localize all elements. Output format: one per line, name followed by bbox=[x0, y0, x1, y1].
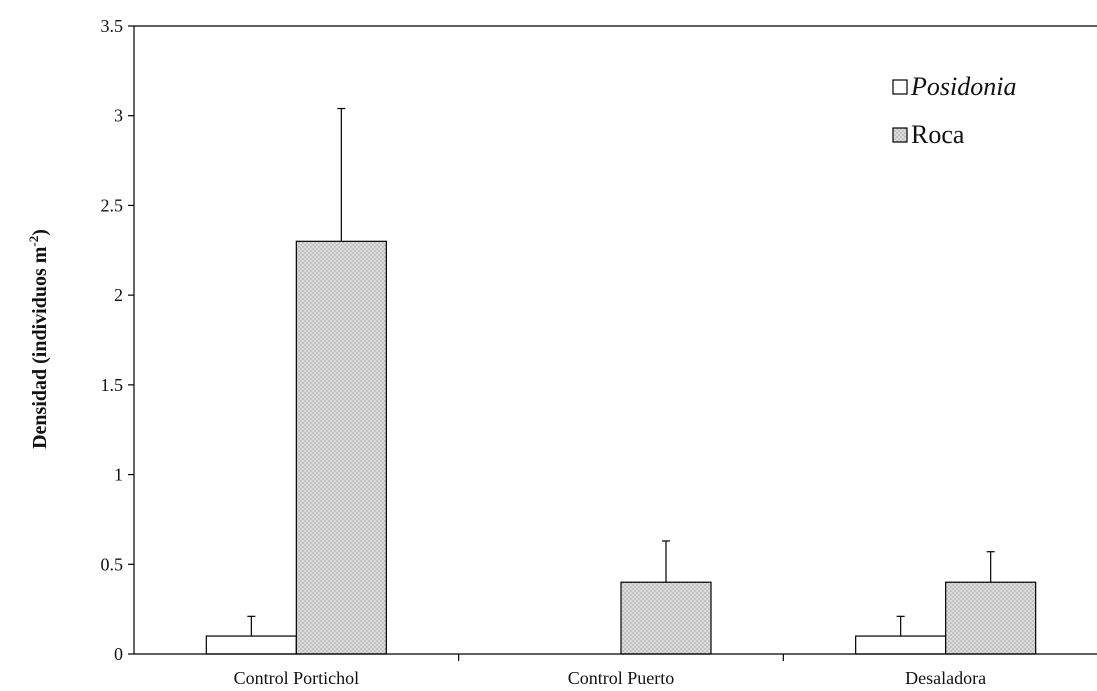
y-tick-label: 1.5 bbox=[101, 375, 124, 395]
error-bars bbox=[247, 107, 995, 637]
y-axis-label-text: Densidad (individuos m bbox=[29, 246, 51, 449]
bar-roca bbox=[620, 581, 712, 655]
x-axis-labels: Control Portichol Control Puerto Desalador… bbox=[234, 668, 987, 688]
bar-posidonia bbox=[205, 635, 297, 655]
legend-swatch-roca bbox=[892, 127, 908, 143]
bar-series bbox=[205, 240, 1037, 655]
legend: Posidonia Roca bbox=[892, 72, 1016, 149]
svg-text:Densidad (individuos m-2): Densidad (individuos m-2) bbox=[26, 229, 51, 449]
y-axis-label: Densidad (individuos m-2) bbox=[26, 229, 51, 449]
bar-roca bbox=[295, 240, 387, 655]
x-category-label: Control Portichol bbox=[234, 668, 360, 688]
y-tick-label: 0.5 bbox=[101, 554, 124, 574]
legend-label-posidonia: Posidonia bbox=[910, 72, 1016, 101]
x-category-label: Desaladora bbox=[905, 668, 986, 688]
y-tick-label: 3.5 bbox=[101, 16, 124, 36]
y-tick-label: 1 bbox=[114, 465, 123, 485]
y-axis-label-suffix: ) bbox=[29, 229, 51, 236]
y-axis-label-superscript: -2 bbox=[26, 236, 41, 247]
bar-posidonia bbox=[855, 635, 947, 655]
y-tick-label: 3 bbox=[114, 106, 123, 126]
y-tick-label: 2.5 bbox=[101, 195, 124, 215]
bar-roca bbox=[945, 581, 1037, 655]
legend-label-roca: Roca bbox=[911, 120, 965, 149]
y-tick-label: 2 bbox=[114, 285, 123, 305]
y-tick-label: 0 bbox=[114, 644, 123, 664]
x-category-label: Control Puerto bbox=[568, 668, 675, 688]
y-axis-ticks: 0 0.5 1 1.5 2 2.5 3 3.5 bbox=[101, 16, 134, 664]
legend-swatch-posidonia bbox=[892, 79, 908, 95]
axes bbox=[133, 25, 1097, 661]
